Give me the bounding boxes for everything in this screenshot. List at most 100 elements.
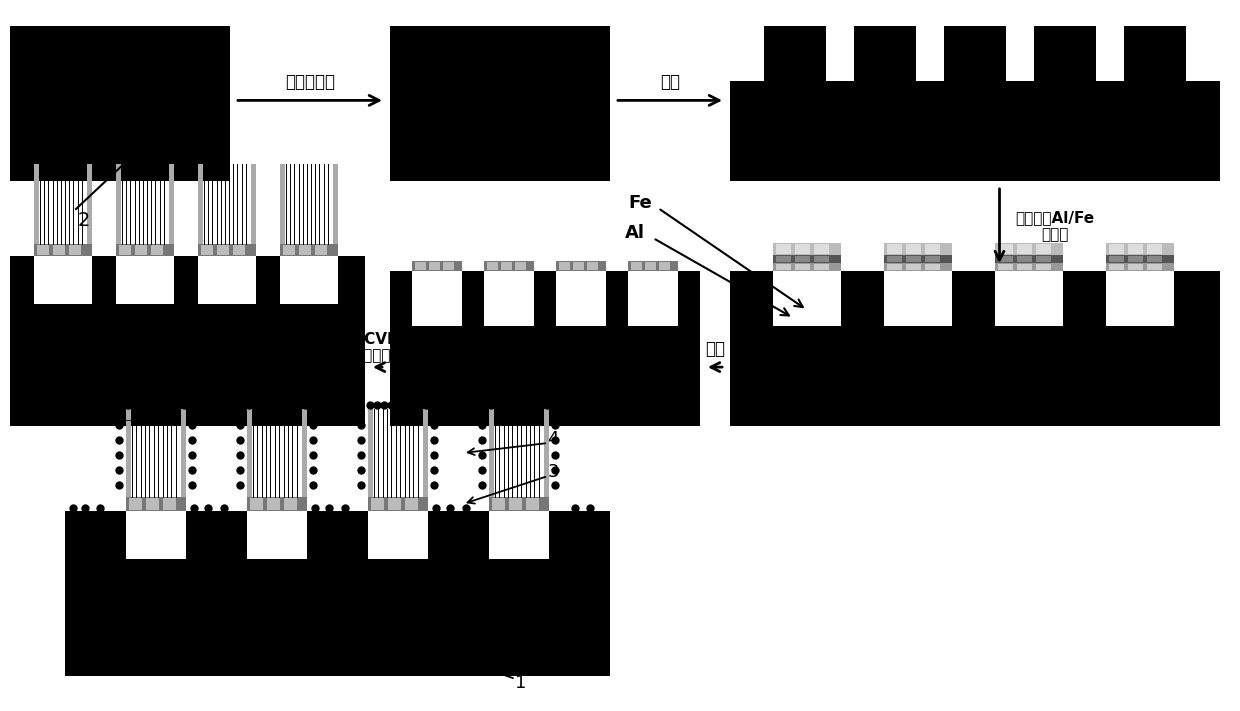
Bar [1017, 264, 1032, 270]
Bar [443, 262, 454, 270]
Bar [37, 245, 50, 255]
Bar [556, 261, 606, 271]
Bar [795, 256, 810, 262]
Bar [1106, 263, 1174, 271]
Bar [489, 497, 549, 511]
Bar [994, 243, 1063, 255]
Bar [412, 271, 463, 326]
Bar [198, 164, 203, 244]
Text: 磁控溅射Al/Fe
催化层: 磁控溅射Al/Fe 催化层 [1014, 210, 1094, 242]
Bar [10, 256, 365, 426]
Bar [117, 164, 122, 244]
Bar [998, 244, 1013, 254]
Bar [250, 164, 255, 244]
Bar [813, 256, 830, 262]
Bar [587, 262, 598, 270]
Bar [303, 409, 308, 497]
Bar [87, 164, 92, 244]
Bar [1017, 256, 1032, 262]
Bar [776, 256, 791, 262]
Bar [33, 244, 92, 256]
Bar [1017, 244, 1032, 254]
Bar [1147, 244, 1162, 254]
Bar [299, 245, 311, 255]
Bar [508, 498, 522, 510]
Bar [795, 264, 810, 270]
Bar [1106, 243, 1174, 255]
Bar [412, 261, 463, 271]
Text: 5: 5 [547, 358, 559, 376]
Bar [501, 262, 512, 270]
Bar [1035, 244, 1052, 254]
Bar [233, 245, 246, 255]
Bar [1106, 271, 1174, 326]
Bar [368, 409, 373, 497]
Bar [925, 244, 940, 254]
Bar [994, 271, 1063, 326]
Bar [247, 497, 308, 511]
Bar [492, 498, 505, 510]
Bar [627, 271, 678, 326]
Bar [117, 256, 174, 304]
Bar [526, 498, 539, 510]
Text: 4: 4 [547, 430, 559, 448]
Bar [813, 264, 830, 270]
Bar [198, 244, 255, 256]
Bar [906, 264, 921, 270]
Bar [645, 262, 656, 270]
Bar [887, 264, 901, 270]
Bar [484, 271, 534, 326]
Bar [315, 245, 327, 255]
Bar [1128, 264, 1143, 270]
Bar [247, 409, 252, 497]
Bar [429, 262, 440, 270]
Bar [388, 498, 401, 510]
Bar [126, 409, 131, 497]
Text: 1: 1 [515, 674, 526, 692]
Bar [117, 244, 174, 256]
Bar [1147, 256, 1162, 262]
Bar [925, 256, 940, 262]
Bar [730, 271, 1220, 426]
Bar [773, 271, 841, 326]
Bar [906, 256, 921, 262]
Bar [906, 244, 921, 254]
Bar [658, 262, 670, 270]
Bar [126, 497, 186, 511]
Bar [884, 243, 952, 255]
Bar [887, 256, 901, 262]
Bar [773, 243, 841, 255]
Bar [198, 256, 255, 304]
Bar [119, 245, 131, 255]
Bar [162, 498, 176, 510]
Bar [135, 245, 148, 255]
Text: 3: 3 [547, 463, 559, 481]
Bar [368, 497, 428, 511]
Bar [69, 245, 81, 255]
Bar [146, 498, 159, 510]
Bar [484, 261, 534, 271]
Bar [884, 271, 952, 326]
Bar [247, 511, 308, 559]
Bar [33, 164, 38, 244]
Bar [998, 256, 1013, 262]
Bar [151, 245, 162, 255]
Bar [283, 245, 295, 255]
Bar [773, 255, 841, 263]
Bar [998, 264, 1013, 270]
Bar [887, 244, 901, 254]
Bar [126, 511, 186, 559]
Bar [631, 262, 642, 270]
Bar [627, 261, 678, 271]
Bar [33, 256, 92, 304]
Bar [267, 498, 280, 510]
Text: Fe: Fe [629, 194, 652, 212]
Bar [391, 271, 701, 426]
Bar [368, 511, 428, 559]
Bar [1109, 264, 1123, 270]
Bar [284, 498, 298, 510]
Bar [1123, 26, 1185, 81]
Bar [515, 262, 526, 270]
Bar [994, 263, 1063, 271]
Bar [776, 244, 791, 254]
